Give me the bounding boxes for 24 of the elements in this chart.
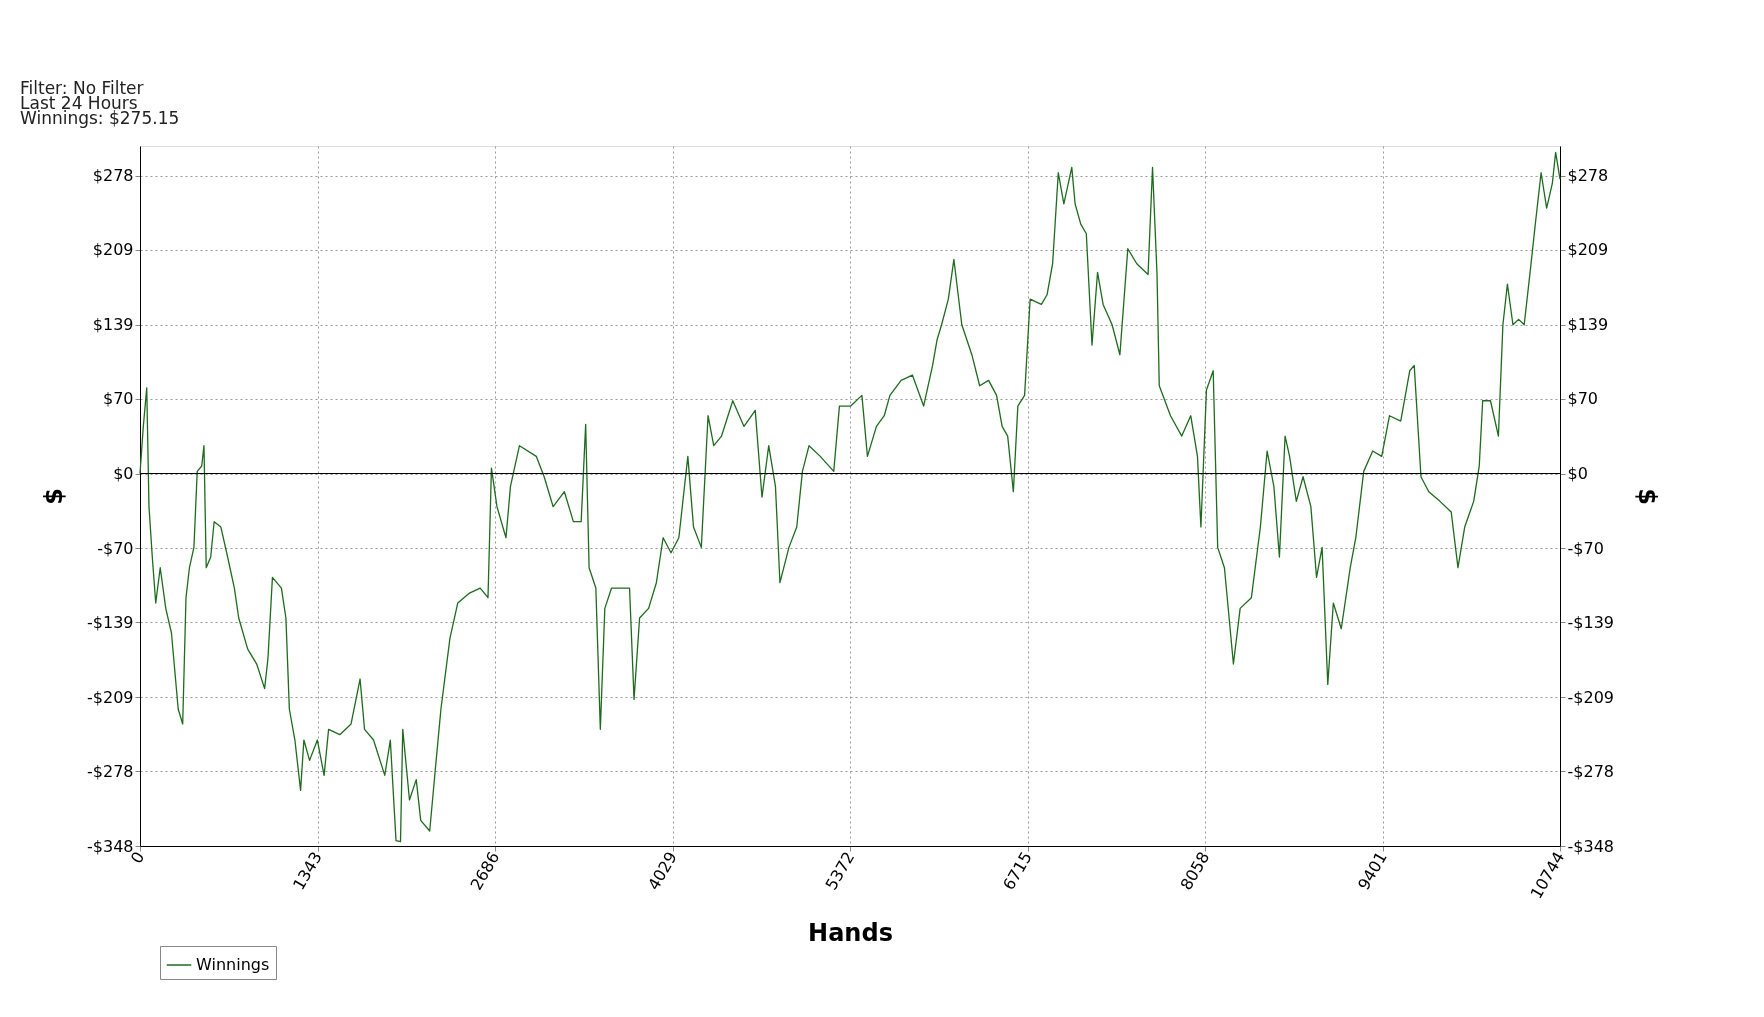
y-tick-label: $70 [102,389,134,409]
y2-tick-label: $278 [1567,166,1609,186]
y-tick-label: -$70 [97,538,134,558]
legend-label: Winnings [196,955,270,974]
y-axis-title: $ [40,488,69,505]
y2-tick-label: -$348 [1567,836,1614,856]
y-tick-label: $278 [92,166,134,186]
y-tick-label: -$278 [87,761,134,781]
line-series [139,151,1561,843]
y-tick-label: -$139 [87,612,134,632]
y2-tick-label: $209 [1567,240,1609,260]
y-tick-label: $139 [92,315,134,335]
y-tick-label: $209 [92,240,134,260]
y2-tick-label: -$70 [1567,538,1604,558]
y2-tick-label: -$209 [1567,687,1614,707]
x-axis-title: Hands [808,918,893,947]
y-tick-label: -$209 [87,687,134,707]
y2-tick-label: $70 [1567,389,1599,409]
y2-tick-label: -$278 [1567,761,1614,781]
y2-axis-title: $ [1632,488,1661,505]
y2-tick-label: -$139 [1567,612,1614,632]
y2-tick-label: $139 [1567,315,1609,335]
y-tick-label: $0 [113,464,134,484]
y2-tick-label: $0 [1567,464,1588,484]
